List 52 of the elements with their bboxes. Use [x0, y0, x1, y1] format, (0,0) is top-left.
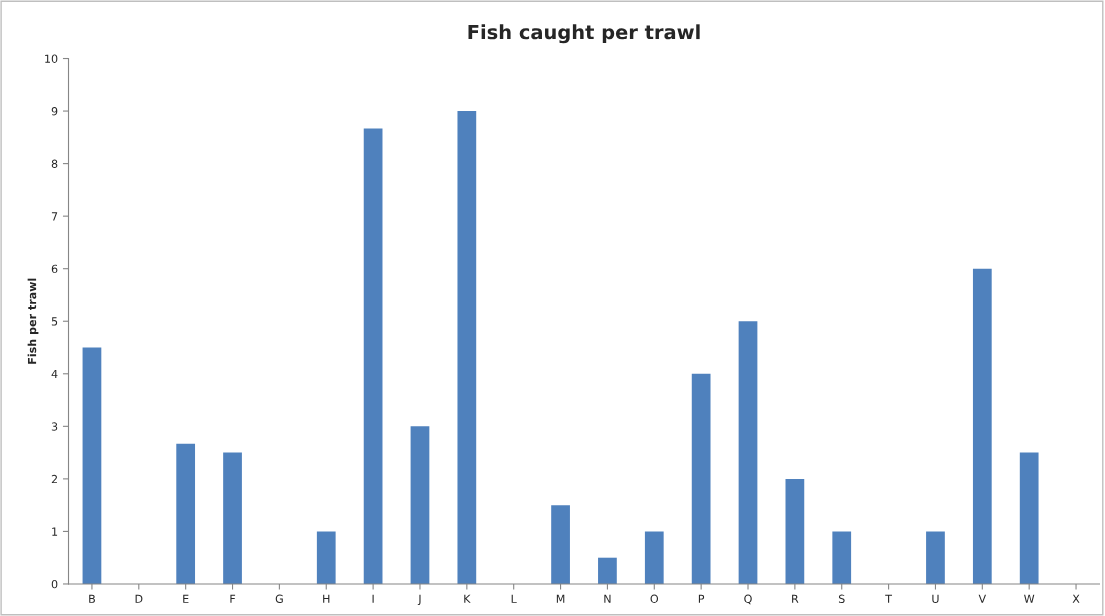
x-tick-label: B [89, 594, 95, 603]
y-tick-label: 1 [52, 527, 58, 536]
y-tick-label: 7 [51, 212, 58, 221]
x-tick-label: U [932, 594, 939, 603]
y-tick-label: 3 [51, 422, 58, 431]
x-tick-label: P [698, 594, 705, 603]
y-tick-label: 4 [51, 369, 58, 379]
bar [1019, 452, 1039, 584]
y-tick-label: 5 [51, 317, 58, 326]
x-tick-label: M [556, 594, 565, 603]
x-tick-label: I [372, 594, 374, 603]
x-tick-label: K [464, 594, 471, 603]
bar [363, 128, 383, 584]
x-tick-label: V [978, 594, 987, 603]
x-tick-label: G [275, 594, 283, 603]
bar [410, 426, 430, 584]
x-tick-label: H [323, 594, 330, 603]
x-tick-label: W [1024, 594, 1035, 603]
x-tick-label: E [183, 594, 189, 603]
bar [457, 111, 477, 584]
x-tick-label: T [885, 594, 893, 603]
y-tick-label: 8 [51, 159, 58, 168]
bar [832, 531, 852, 584]
x-tick-label: J [417, 594, 421, 606]
x-tick-label: N [604, 594, 611, 603]
bar [972, 268, 992, 584]
bar [82, 347, 102, 584]
bar [223, 452, 242, 584]
bar [785, 478, 805, 584]
bar [316, 531, 336, 584]
bar [738, 321, 758, 584]
y-tick-label: 2 [51, 474, 57, 484]
y-axis-title: Fish per trawl [27, 278, 39, 364]
x-tick-label: X [1072, 594, 1080, 603]
x-tick-label: L [511, 594, 517, 603]
bar [926, 531, 945, 584]
x-tick-label: S [838, 594, 845, 603]
chart-title: Fish caught per trawl [468, 24, 700, 44]
bar [691, 373, 711, 584]
x-tick-label: Q [744, 594, 752, 605]
bar [598, 557, 617, 584]
bar [551, 505, 570, 584]
bar [176, 443, 196, 584]
y-tick-label: 6 [51, 264, 58, 274]
y-tick-label: 10 [45, 54, 58, 63]
x-tick-label: F [230, 594, 236, 603]
x-tick-label: O [650, 594, 659, 603]
x-tick-label: D [135, 594, 143, 603]
y-tick-label: 0 [51, 579, 58, 589]
y-tick-label: 9 [51, 107, 58, 116]
x-tick-label: R [792, 594, 799, 603]
bar [644, 531, 664, 584]
